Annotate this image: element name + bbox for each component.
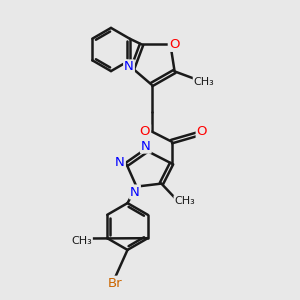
Text: N: N bbox=[130, 185, 140, 199]
Text: CH₃: CH₃ bbox=[174, 196, 195, 206]
Text: O: O bbox=[169, 38, 179, 51]
Text: CH₃: CH₃ bbox=[194, 77, 214, 87]
Text: N: N bbox=[141, 140, 151, 153]
Text: O: O bbox=[197, 125, 207, 138]
Text: Br: Br bbox=[108, 277, 123, 290]
Text: CH₃: CH₃ bbox=[71, 236, 92, 247]
Text: N: N bbox=[115, 156, 125, 170]
Text: N: N bbox=[124, 60, 134, 74]
Text: O: O bbox=[140, 125, 150, 138]
